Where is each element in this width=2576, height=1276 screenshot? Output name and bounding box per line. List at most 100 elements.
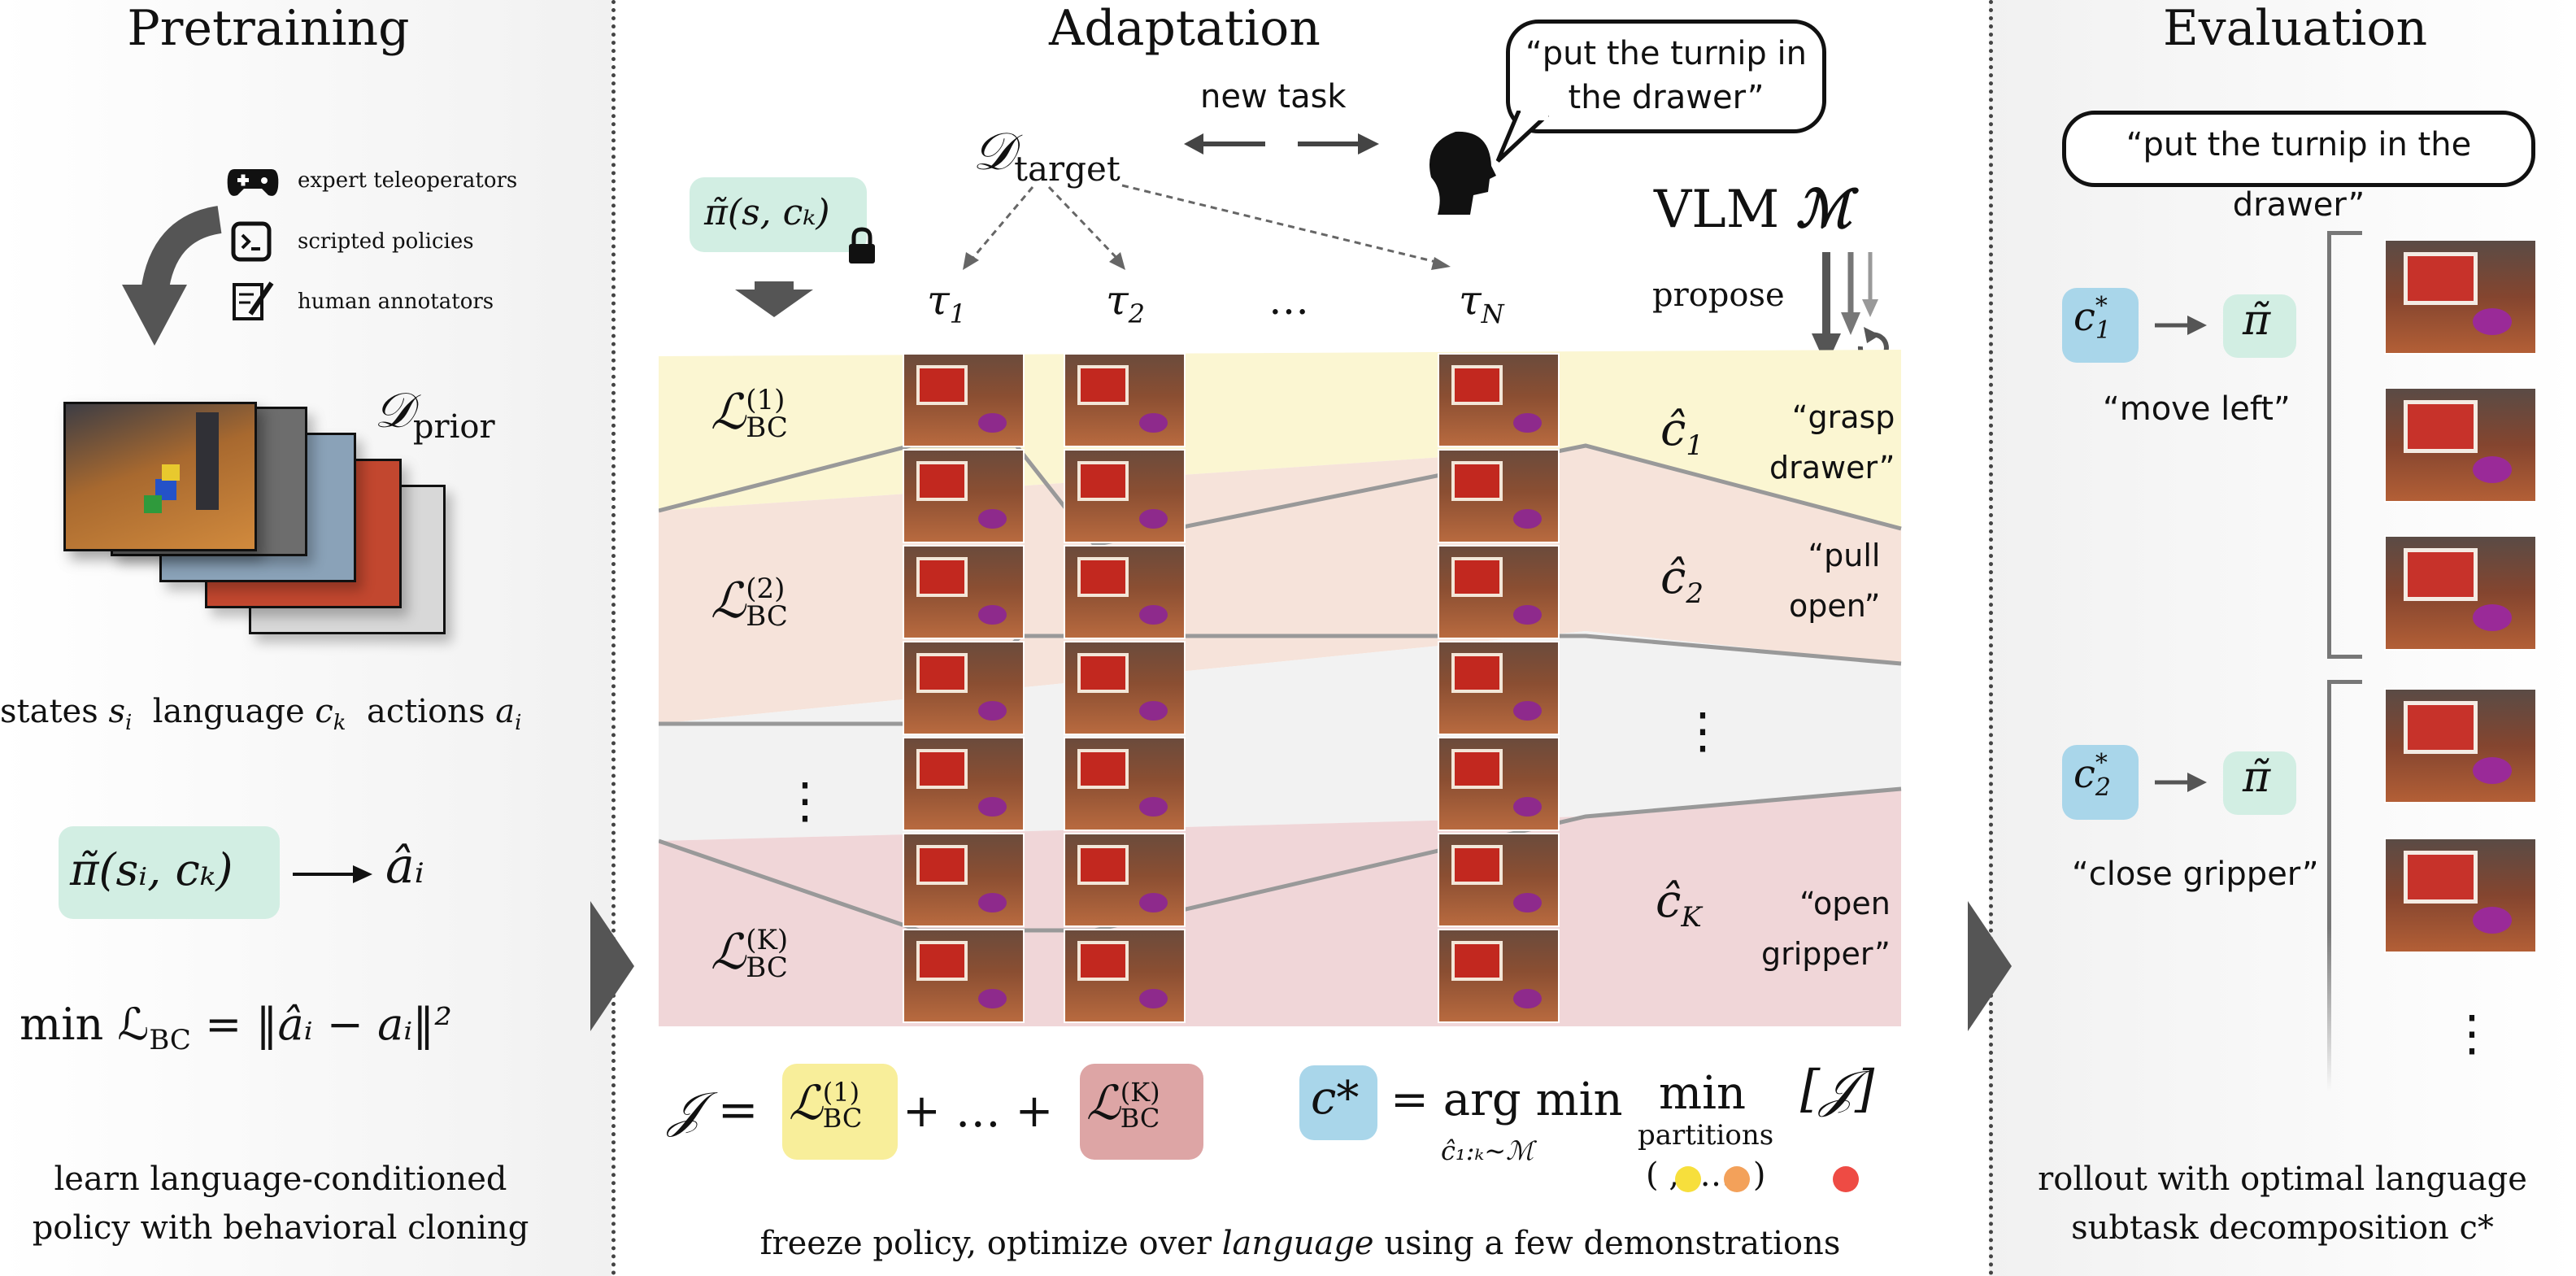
chevron-right-icon <box>590 901 634 1031</box>
speech-bubble: “put the turnip in the drawer” <box>1506 20 1826 133</box>
proposal-k-text: “open gripper” <box>1761 886 1891 972</box>
proposal-ellipsis: ⋮ <box>1678 703 1727 760</box>
rollout-ellipsis: ⋮ <box>2448 1005 2496 1062</box>
segment-loss-ellipsis: ⋮ <box>781 773 829 830</box>
annotation-pen-icon <box>233 281 274 320</box>
right-divider <box>1989 0 1993 1276</box>
trajectory-frame <box>1064 737 1186 831</box>
objective-last-loss: ℒ (K) BC <box>1086 1075 1160 1134</box>
rollout-bracket-2 <box>2327 680 2362 1091</box>
min-subscript: partitions <box>1638 1119 1774 1152</box>
trajectory-frame <box>1064 833 1186 927</box>
prior-frame-front <box>63 402 257 551</box>
segment-loss-1: ℒ (1) BC <box>711 384 788 444</box>
rollout-frame <box>2384 535 2537 651</box>
proposal-k-symbol: ĉK <box>1656 875 1702 934</box>
left-divider <box>611 0 616 1276</box>
objective-mid: + … + <box>903 1085 1054 1138</box>
source-label-scripted: scripted policies <box>298 229 474 254</box>
proposal-2-text: “pull open” <box>1789 538 1881 624</box>
pretraining-panel-bg <box>0 0 611 1276</box>
trajectory-frame <box>1438 833 1560 927</box>
trajectory-label: τN <box>1459 277 1504 329</box>
proposal-1-symbol: ĉ1 <box>1660 403 1704 463</box>
gamepad-icon <box>227 169 279 196</box>
down-arrow-icon <box>735 281 813 317</box>
trajectory-frame <box>1064 449 1186 543</box>
trajectory-frame <box>903 737 1025 831</box>
speech-bubble-tail <box>1495 111 1550 163</box>
trajectory-frame <box>903 449 1025 543</box>
pretraining-loss: min ℒBC = ‖âᵢ − aᵢ‖² <box>20 999 452 1056</box>
rollout-frame <box>2384 239 2537 355</box>
step-2-policy-box <box>2223 751 2296 815</box>
frozen-policy-expr: π̃(s, cₖ) <box>704 192 830 233</box>
partition-dots <box>1675 1166 1859 1192</box>
proposal-1-text: “grasp drawer” <box>1769 399 1895 486</box>
terminal-icon <box>231 221 272 262</box>
objective-first-loss: ℒ (1) BC <box>789 1075 863 1134</box>
pretraining-policy-box <box>59 826 280 919</box>
rollout-frame <box>2384 838 2537 953</box>
segment-loss-2: ℒ (2) BC <box>711 573 788 633</box>
curved-arrow-icon <box>122 206 223 346</box>
optimal-language-box <box>1299 1065 1377 1140</box>
step-1-language: c * 1 <box>2073 292 2111 345</box>
double-arrow-icon <box>1184 133 1379 155</box>
step-1-policy: π̃ <box>2243 296 2271 345</box>
step-1-language-box <box>2062 288 2139 363</box>
pretraining-caption: learn language-conditioned policy with b… <box>32 1161 529 1247</box>
trajectory-frame <box>1064 353 1186 447</box>
trajectory-frame <box>1438 353 1560 447</box>
step-2-language: c * 2 <box>2073 749 2111 802</box>
rollout-frame <box>2384 688 2537 803</box>
pretraining-variables: states si language ck actions ai <box>0 693 522 735</box>
objective-first-loss-box <box>782 1064 898 1160</box>
argmin-subscript: ĉ₁:ₖ∼ℳ <box>1441 1135 1534 1166</box>
trajectory-ellipsis: … <box>1268 277 1309 324</box>
target-dataset-label: 𝒟target <box>973 122 1120 189</box>
proposal-2-symbol: ĉ2 <box>1660 551 1704 611</box>
arrow-right-icon <box>2155 316 2207 335</box>
pretraining-title: Pretraining <box>127 0 410 57</box>
trajectory-frame <box>1438 545 1560 639</box>
adaptation-caption: freeze policy, optimize over language us… <box>759 1225 1841 1262</box>
partition-dot-red <box>1833 1166 1859 1192</box>
objective-lhs: 𝒥 = <box>668 1082 759 1139</box>
prior-dataset-label: 𝒟prior <box>374 382 495 446</box>
frozen-policy-box <box>690 177 867 252</box>
trajectory-frame <box>1064 545 1186 639</box>
arrow-right-icon <box>2155 773 2207 792</box>
trajectory-frame <box>903 929 1025 1023</box>
step-1-text: “move left” <box>2103 390 2291 428</box>
trajectory-frame <box>903 545 1025 639</box>
trajectory-label: τ1 <box>927 277 967 329</box>
step-2-language-box <box>2062 745 2139 820</box>
trajectory-label: τ2 <box>1106 277 1146 329</box>
trajectory-frame <box>903 353 1025 447</box>
min-operator: min <box>1659 1067 1747 1120</box>
trajectory-frame <box>1064 929 1186 1023</box>
arrow-right-icon <box>293 865 372 883</box>
vlm-label: VLM ℳ <box>1654 179 1852 240</box>
optimal-language-symbol: c* <box>1311 1072 1360 1125</box>
step-2-policy: π̃ <box>2243 753 2271 802</box>
trajectory-frame <box>903 833 1025 927</box>
source-label-annotators: human annotators <box>298 290 494 314</box>
partition-dot-orange <box>1724 1166 1750 1192</box>
step-2-text: “close gripper” <box>2072 856 2319 893</box>
propose-label: propose <box>1652 277 1785 314</box>
trajectory-frame <box>1438 641 1560 735</box>
evaluation-instruction: “put the turnip in the drawer” <box>2062 111 2535 224</box>
target-dashed-arrows <box>963 184 1451 270</box>
lock-icon <box>849 227 875 263</box>
pretraining-policy-output: âᵢ <box>385 838 424 895</box>
trajectory-frame <box>1438 929 1560 1023</box>
new-task-label: new task <box>1200 78 1347 115</box>
adaptation-title: Adaptation <box>1049 0 1321 57</box>
objective-bracket: [𝒥] <box>1800 1059 1875 1118</box>
source-label-teleop: expert teleoperators <box>298 168 518 193</box>
rollout-bracket-1 <box>2327 231 2362 659</box>
segment-loss-k: ℒ (K) BC <box>711 924 789 984</box>
evaluation-title: Evaluation <box>2163 0 2428 57</box>
